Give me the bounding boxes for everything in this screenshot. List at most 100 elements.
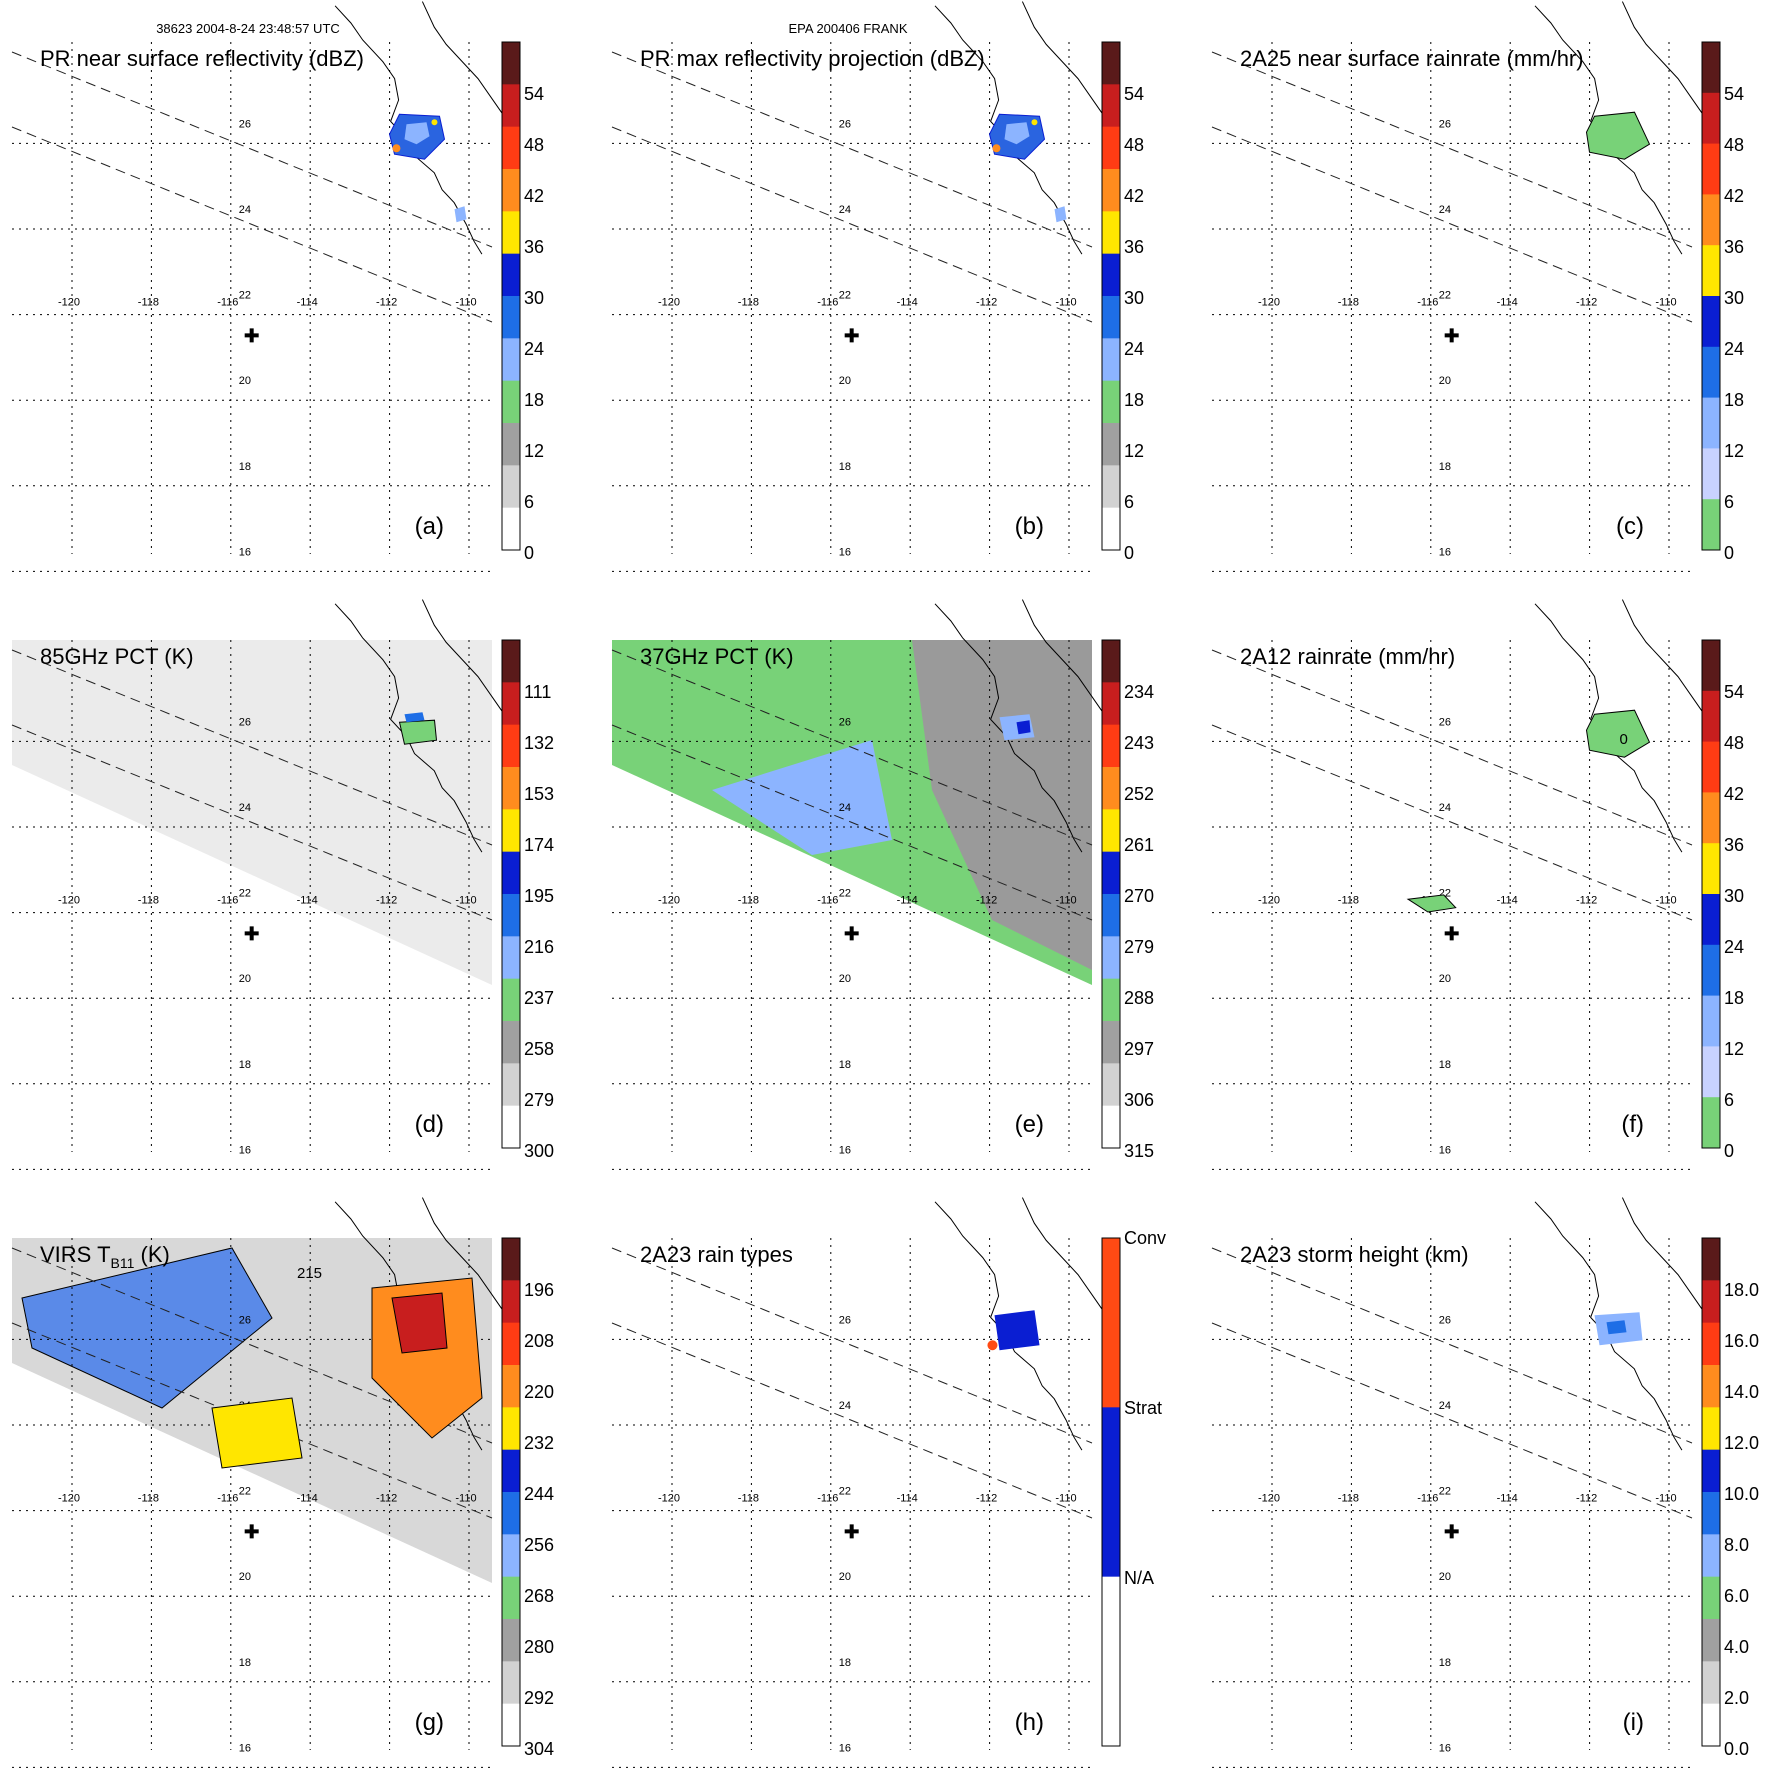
lon-label: -118 (138, 894, 159, 906)
colorbar-tick-label: 14.0 (1724, 1382, 1759, 1402)
lat-label: 26 (839, 716, 851, 728)
colorbar-tick-label: 0 (1724, 543, 1734, 563)
lat-label: 20 (839, 1571, 851, 1583)
colorbar-segment (1102, 296, 1120, 339)
lat-label: 18 (1439, 1059, 1451, 1071)
lon-label: -112 (976, 1492, 997, 1504)
lat-label: 26 (1439, 716, 1451, 728)
panel-title: 2A12 rainrate (mm/hr) (1240, 644, 1455, 669)
panel-letter: (f) (1621, 1111, 1644, 1138)
colorbar-segment (1702, 1046, 1720, 1098)
colorbar-frame (1701, 1237, 1721, 1747)
colorbar-segment (1102, 126, 1120, 170)
lat-label: 24 (1439, 802, 1451, 814)
colorbar: 196 208 220 232 244 256 268 280 292 304 (501, 1237, 554, 1759)
lat-label: 24 (839, 1400, 851, 1412)
colorbar-tick-label: 42 (1724, 784, 1744, 804)
swath-coverage (12, 640, 492, 985)
swath-edge-south (1211, 1322, 1693, 1519)
panel-letter: (i) (1623, 1709, 1644, 1736)
colorbar-segment (1102, 640, 1120, 683)
colorbar-segment (502, 809, 520, 853)
colorbar-segment (502, 894, 520, 937)
rain-band (1406, 894, 1457, 913)
lon-label: -112 (376, 1492, 397, 1504)
lat-label: 16 (1439, 546, 1451, 558)
colorbar-segment (1102, 851, 1120, 895)
lon-label: -114 (1497, 1492, 1518, 1504)
lon-label: -110 (1055, 1492, 1076, 1504)
panel-letter: (d) (415, 1111, 444, 1138)
colorbar-segment (1102, 809, 1120, 853)
colorbar-tick-label: 280 (524, 1637, 554, 1657)
colorbar-segment (1702, 1097, 1720, 1149)
panel-letter: (a) (415, 513, 444, 540)
colorbar-tick-label: 18 (1724, 988, 1744, 1008)
colorbar-tick-label: 36 (524, 237, 544, 257)
colorbar-segment (1702, 92, 1720, 145)
lat-label: 18 (1439, 1657, 1451, 1669)
lat-label: 20 (239, 973, 251, 985)
lon-label: -110 (455, 894, 476, 906)
colorbar-segment (502, 1534, 520, 1578)
lat-label: 24 (1439, 1400, 1451, 1412)
colorbar-tick-label: 315 (1124, 1141, 1154, 1161)
lat-lon-grid: 26 24 22 20 18 16 -120 -118 -116 -114 -112 -110 (612, 42, 1092, 572)
lon-label: -116 (817, 894, 838, 906)
colorbar-tick-label: 208 (524, 1331, 554, 1351)
cold-cloud-core (391, 1292, 448, 1354)
storm-name-label: EPA 200406 FRANK (789, 21, 908, 36)
colorbar-tick-label: 196 (524, 1280, 554, 1300)
storm-echo-core (1004, 122, 1030, 145)
colorbar-tick-label: 153 (524, 784, 554, 804)
swath-edge-north (1211, 649, 1693, 846)
colorbar-tick-label: 252 (1124, 784, 1154, 804)
colorbar-tick-label: 42 (1124, 186, 1144, 206)
colorbar-tick-label: 42 (524, 186, 544, 206)
lat-label: 22 (239, 290, 251, 302)
colorbar-tick-label: 30 (1124, 288, 1144, 308)
lon-label: -116 (1417, 296, 1438, 308)
colorbar-tick-label: 42 (1724, 186, 1744, 206)
colorbar-segment (502, 1619, 520, 1662)
colorbar-tick-label: 48 (524, 135, 544, 155)
colorbar-tick-label: 244 (524, 1484, 554, 1504)
colorbar: 18.0 16.0 14.0 12.0 10.0 8.0 6.0 4.0 2.0 0.0 (1701, 1237, 1759, 1759)
lon-label: -120 (658, 296, 680, 308)
ice-scatter (398, 719, 438, 745)
colorbar-segment (1702, 296, 1720, 348)
colorbar-segment (1102, 767, 1120, 810)
colorbar-segment (502, 465, 520, 509)
swath-edge-south (1211, 724, 1693, 921)
colorbar-segment (1702, 944, 1720, 997)
colorbar-segment (502, 380, 520, 424)
colorbar-tick-label: 0 (1724, 1141, 1734, 1161)
storm-center-plus-icon (1444, 328, 1459, 343)
colorbar-segment (502, 1238, 520, 1281)
colorbar-tick-label: 18.0 (1724, 1280, 1759, 1300)
lon-label: -118 (1338, 296, 1359, 308)
lon-label: -118 (138, 296, 159, 308)
swath-edge-north (1211, 51, 1693, 248)
colorbar-segment (502, 507, 520, 551)
colorbar-segment (1102, 1021, 1120, 1064)
panel-a: 26 24 22 20 18 16 -120 -118 -116 -114 -112 -110 PR n… (11, 1, 544, 572)
colorbar-segment (502, 1365, 520, 1408)
colorbar-frame (1101, 639, 1121, 1149)
colorbar-segment (502, 936, 520, 980)
colorbar-segment (1102, 423, 1120, 466)
panel-b: 26 24 22 20 18 16 -120 -118 -116 -114 -112 -110 PR m… (611, 1, 1144, 572)
lat-label: 24 (239, 204, 251, 216)
storm-echo-core (404, 122, 430, 145)
lat-label: 22 (239, 1486, 251, 1498)
lat-label: 24 (839, 802, 851, 814)
swath-edge-south (611, 126, 1093, 323)
lat-label: 22 (239, 888, 251, 900)
swath-edge-south (11, 126, 493, 323)
lat-label: 18 (239, 1059, 251, 1071)
cloud-band (21, 1247, 273, 1409)
colorbar-segment (502, 211, 520, 255)
colorbar-tick-label: 16.0 (1724, 1331, 1759, 1351)
colorbar-segment (1702, 1280, 1720, 1324)
lon-label: -112 (1576, 894, 1597, 906)
